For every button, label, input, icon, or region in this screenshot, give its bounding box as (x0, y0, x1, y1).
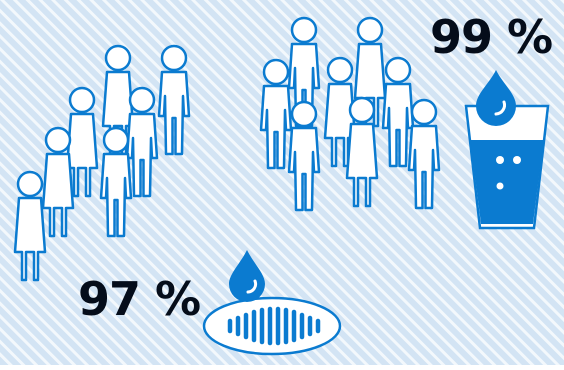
people-group-left (13, 44, 191, 282)
person-icon (65, 86, 99, 198)
person-icon (125, 86, 159, 198)
percentage-right: 99 % (430, 10, 553, 64)
water-drop-icon (476, 70, 516, 126)
person-icon (323, 56, 357, 168)
person-icon (381, 56, 415, 168)
percentage-left: 97 % (78, 272, 201, 326)
person-icon (407, 98, 441, 210)
person-icon (99, 126, 133, 238)
water-drop-icon (229, 250, 265, 302)
person-icon (259, 58, 293, 170)
person-icon (13, 170, 47, 282)
person-icon (157, 44, 191, 156)
water-glass-icon (464, 104, 550, 230)
person-icon (287, 100, 321, 212)
person-icon (41, 126, 75, 238)
people-group-right (259, 16, 441, 212)
person-icon (345, 96, 379, 208)
water-basin-icon (202, 296, 342, 356)
